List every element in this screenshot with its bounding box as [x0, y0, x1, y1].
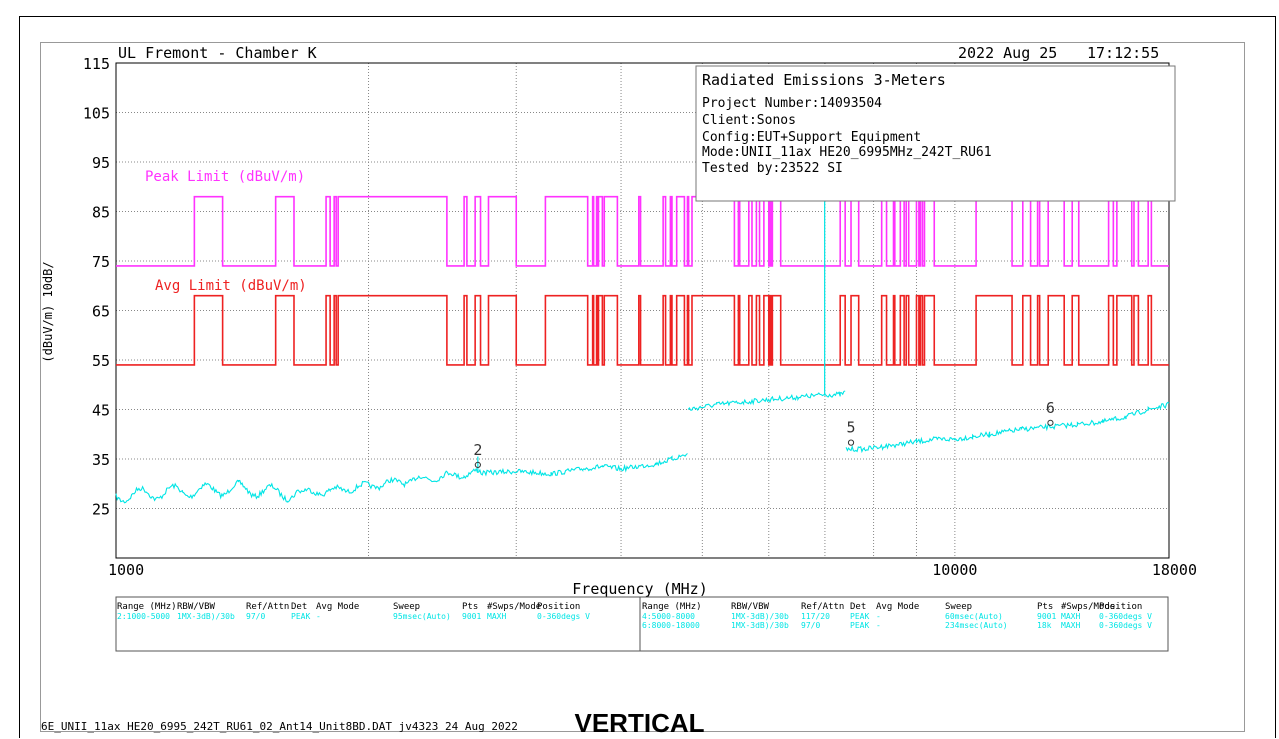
- y-axis-label: (dBuV/m) 10dB/: [41, 261, 55, 362]
- table-cell: 1MX-3dB)/30b: [177, 612, 235, 621]
- series-layer: [115, 195, 1170, 504]
- table-cell: 1MX-3dB)/30b: [731, 612, 789, 621]
- table-cell: 97/0: [246, 612, 265, 621]
- measurement-trace: [687, 390, 846, 412]
- avg-limit-label: Avg Limit (dBuV/m): [155, 278, 307, 294]
- x-tick-label: 18000: [1152, 561, 1197, 579]
- x-axis-label: Frequency (MHz): [572, 580, 707, 598]
- y-tick-label: 105: [83, 105, 110, 123]
- table-header: Det: [850, 602, 866, 612]
- page-frame: [19, 16, 1276, 738]
- table-header: RBW/VBW: [731, 602, 770, 612]
- y-tick-label: 35: [92, 451, 110, 469]
- markers-layer: 2 5 6: [473, 399, 1055, 468]
- table-cell: -: [876, 621, 881, 630]
- measurement-trace: [115, 453, 688, 504]
- info-line: Config:EUT+Support Equipment: [702, 130, 921, 145]
- y-tick-label: 95: [92, 154, 110, 172]
- table-header: Pts: [462, 602, 478, 612]
- peak-limit-label: Peak Limit (dBuV/m): [145, 169, 305, 185]
- table-cell: PEAK: [850, 612, 869, 621]
- plot-axes-box: [115, 62, 1170, 559]
- table-cell: 1MX-3dB)/30b: [731, 621, 789, 630]
- table-header: #Swps/Mode: [487, 602, 541, 612]
- y-tick-label: 75: [92, 253, 110, 271]
- marker-label: 6: [1046, 399, 1055, 417]
- table-header: RBW/VBW: [177, 602, 216, 612]
- lab-name: UL Fremont - Chamber K: [118, 44, 317, 62]
- table-cell: -: [876, 612, 881, 621]
- table-cell: 6:8000-18000: [642, 621, 700, 630]
- measurement-trace: [845, 401, 1170, 454]
- table-cell: MAXH: [1061, 612, 1080, 621]
- table-header: Avg Mode: [876, 602, 919, 612]
- table-header: Sweep: [393, 602, 420, 612]
- y-tick-label: 25: [92, 501, 110, 519]
- table-cell: MAXH: [487, 612, 506, 621]
- table-cell: 95msec(Auto): [393, 612, 451, 621]
- table-header: Avg Mode: [316, 602, 359, 612]
- x-tick-label: 1000: [108, 561, 144, 579]
- table-header: Sweep: [945, 602, 972, 612]
- table-cell: 234msec(Auto): [945, 621, 1008, 630]
- info-title: Radiated Emissions 3-Meters: [702, 71, 946, 89]
- table-cell: 9001: [462, 612, 481, 621]
- table-cell: 0-360degs V: [537, 612, 590, 621]
- table-header: Det: [291, 602, 307, 612]
- y-tick-label: 65: [92, 303, 110, 321]
- x-tick-label: 10000: [932, 561, 977, 579]
- avg-limit-line: [116, 294, 1169, 366]
- table-cell: 60msec(Auto): [945, 612, 1003, 621]
- peak-limit-line: [116, 195, 1169, 267]
- table-header: Range (MHz): [117, 602, 177, 612]
- y-tick-labels: 25 35 45 55 65 75 85 95 105 115: [83, 55, 110, 519]
- marker-label: 2: [473, 441, 482, 459]
- table-header: Ref/Attn: [246, 602, 289, 612]
- table-header: Range (MHz): [642, 602, 702, 612]
- plot-border: [40, 42, 1245, 732]
- info-line: Tested by:23522 SI: [702, 161, 843, 176]
- info-box: Radiated Emissions 3-Meters Project Numb…: [695, 65, 1176, 202]
- data-filename: 6E_UNII_11ax HE20_6995_242T_RU61_02_Ant1…: [41, 720, 518, 733]
- table-cell: -: [316, 612, 321, 621]
- table-cell: 2:1000-5000: [117, 612, 170, 621]
- table-cell: 9001: [1037, 612, 1056, 621]
- marker-dot: [474, 461, 481, 468]
- info-line: Project Number:14093504: [702, 96, 882, 111]
- y-tick-label: 115: [83, 55, 110, 73]
- table-header: #Swps/Mode: [1061, 602, 1115, 612]
- table-cell: 0-360degs V: [1099, 621, 1152, 630]
- y-tick-label: 85: [92, 204, 110, 222]
- marker-dot: [847, 439, 855, 446]
- y-tick-label: 45: [92, 402, 110, 420]
- info-line: Mode:UNII_11ax HE20_6995MHz_242T_RU61: [702, 145, 992, 160]
- table-header: Ref/Attn: [801, 602, 844, 612]
- test-date: 2022 Aug 25: [958, 44, 1057, 62]
- table-cell: MAXH: [1061, 621, 1080, 630]
- test-time: 17:12:55: [1087, 44, 1159, 62]
- y-tick-label: 55: [92, 352, 110, 370]
- table-cell: PEAK: [850, 621, 869, 630]
- table-cell: 97/0: [801, 621, 820, 630]
- table-header: Position: [537, 602, 580, 612]
- settings-table: Range (MHz) RBW/VBW Ref/Attn Det Avg Mode Swe…: [115, 596, 1169, 652]
- polarization-label: VERTICAL: [574, 708, 705, 738]
- table-cell: PEAK: [291, 612, 310, 621]
- marker-dot: [1047, 419, 1054, 426]
- x-tick-labels: 1000 10000 18000: [108, 561, 1197, 579]
- table-cell: 18k: [1037, 621, 1052, 630]
- table-cell: 4:5000-8000: [642, 612, 695, 621]
- table-cell: 0-360degs V: [1099, 612, 1152, 621]
- table-cell: 117/20: [801, 612, 830, 621]
- table-header: Position: [1099, 602, 1142, 612]
- annotations-layer: Peak Limit (dBuV/m) Avg Limit (dBuV/m): [145, 169, 307, 294]
- info-line: Client:Sonos: [702, 113, 796, 128]
- marker-label: 5: [847, 419, 856, 437]
- table-header: Pts: [1037, 602, 1053, 612]
